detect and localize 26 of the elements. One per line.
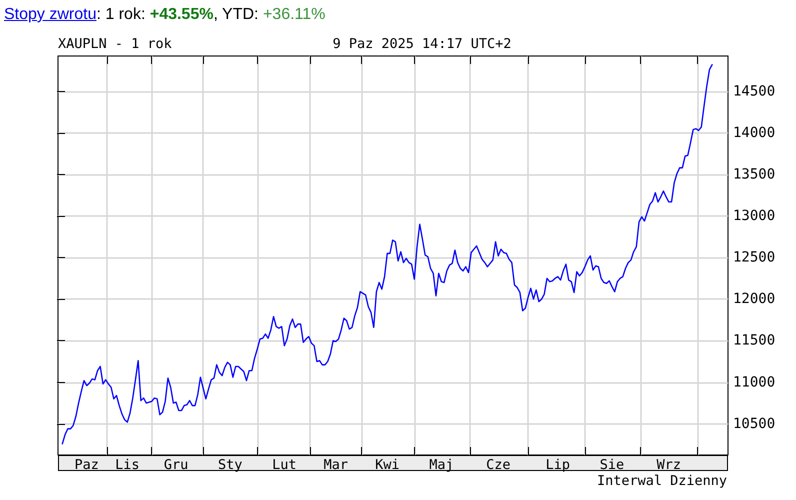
x-tick-label: Lut (272, 457, 297, 473)
line-series (62, 64, 713, 444)
y-tick-label: 14500 (733, 83, 776, 100)
x-tick-label: Mar (324, 457, 348, 473)
x-tick-label: Kwi (375, 457, 400, 473)
y-tick-label: 12500 (733, 250, 776, 266)
x-tick-label: Sty (218, 457, 242, 473)
x-tick-label: Maj (429, 457, 454, 473)
x-tick-label: Lis (115, 457, 140, 473)
y-tick-label: 11000 (733, 374, 776, 390)
x-tick-label: Lip (546, 457, 570, 473)
chart-title: Stopy zwrotu: 1 rok: +43.55%, YTD: +36.11% (4, 6, 326, 23)
chart-subtitle: XAUPLN - 1 rok (58, 36, 172, 52)
x-tick-label: Sie (600, 457, 624, 473)
x-tick-label: Wrz (656, 457, 682, 473)
x-tick-label: Gru (164, 457, 188, 473)
x-tick-label: Cze (486, 457, 510, 473)
x-tick-label: Paz (74, 457, 99, 473)
y-tick-label: 11500 (733, 332, 776, 349)
y-tick-label: 10500 (733, 416, 776, 432)
text: Interwal Dzienny (596, 473, 727, 489)
y-tick-label: 14000 (733, 124, 776, 141)
y-tick-label: 13000 (733, 208, 776, 224)
text: 9 Paz 2025 14:17 UTC+2 (332, 36, 512, 52)
y-tick-label: 12000 (733, 291, 776, 308)
y-tick-label: 13500 (733, 166, 776, 182)
